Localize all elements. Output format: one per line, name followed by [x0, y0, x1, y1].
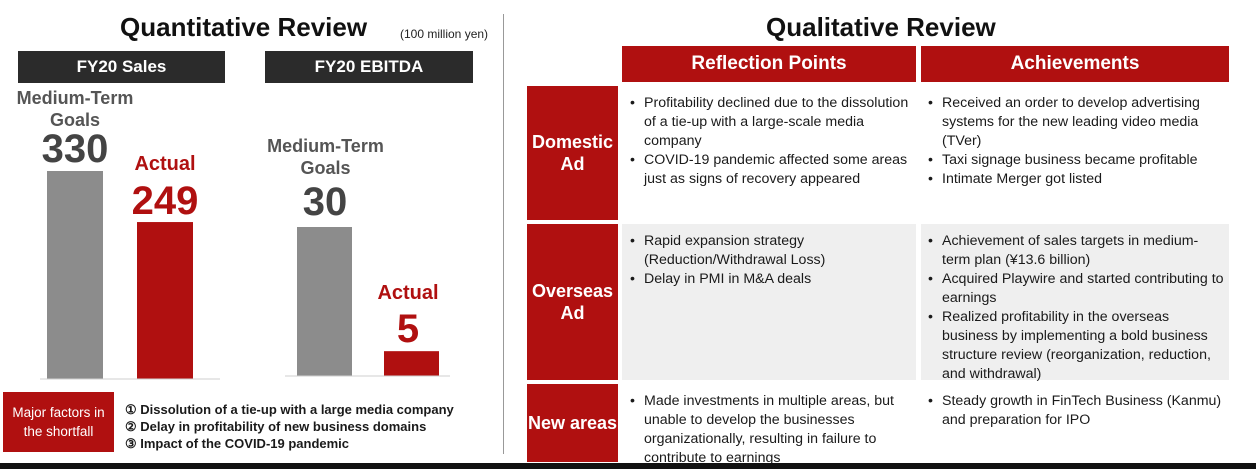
list-item: Delay in PMI in M&A deals — [628, 270, 910, 289]
col-header-reflection: Reflection Points — [622, 46, 916, 82]
list-item: Acquired Playwire and started contributi… — [926, 270, 1226, 308]
quantitative-title: Quantitative Review — [120, 12, 368, 42]
factor-item: ① Dissolution of a tie-up with a large m… — [125, 402, 454, 417]
ebitda-goal-bar — [297, 227, 352, 376]
domestic-reflection: Profitability declined due to the dissol… — [628, 94, 910, 189]
list-item: Steady growth in FinTech Business (Kanmu… — [926, 392, 1226, 430]
major-factors-label: Major factors in the shortfall — [3, 392, 114, 452]
factor-item: ② Delay in profitability of new business… — [125, 419, 427, 434]
col-header-achievements: Achievements — [921, 46, 1229, 82]
ebitda-actual-value: 5 — [396, 307, 420, 351]
major-factors-list: ① Dissolution of a tie-up with a large m… — [125, 401, 454, 452]
ebitda-actual-label: Actual — [377, 282, 439, 304]
sales-actual-bar — [137, 222, 193, 379]
newareas-reflection: Made investments in multiple areas, but … — [628, 392, 910, 468]
row-label-domestic-ad: Domestic Ad — [527, 86, 618, 220]
list-item: Rapid expansion strategy (Reduction/With… — [628, 232, 910, 270]
ebitda-goal-label: Medium-Term Goals — [267, 136, 384, 178]
overseas-achievements: Achievement of sales targets in medium-t… — [926, 232, 1226, 384]
bar-chart-area — [40, 171, 450, 380]
domestic-achievements: Received an order to develop advertising… — [926, 94, 1226, 189]
qualitative-title: Qualitative Review — [766, 12, 996, 42]
newareas-achievements: Steady growth in FinTech Business (Kanmu… — [926, 392, 1226, 430]
factor-item: ③ Impact of the COVID-19 pandemic — [125, 436, 350, 451]
section-divider — [503, 14, 504, 454]
overseas-reflection: Rapid expansion strategy (Reduction/With… — [628, 232, 910, 289]
list-item: Realized profitability in the overseas b… — [926, 308, 1226, 384]
bottom-band — [0, 463, 1256, 469]
ebitda-goal-value: 30 — [302, 180, 348, 224]
sales-goal-label: Medium-Term Goals — [16, 88, 134, 130]
ebitda-header: FY20 EBITDA — [265, 51, 473, 83]
row-label-new-areas: New areas — [527, 384, 618, 462]
list-item: Achievement of sales targets in medium-t… — [926, 232, 1226, 270]
list-item: Made investments in multiple areas, but … — [628, 392, 910, 468]
list-item: Taxi signage business became profitable — [926, 151, 1226, 170]
sales-actual-value: 249 — [131, 179, 199, 223]
list-item: Received an order to develop advertising… — [926, 94, 1226, 151]
sales-goal-bar — [47, 171, 103, 379]
list-item: Intimate Merger got listed — [926, 170, 1226, 189]
ebitda-actual-bar — [384, 351, 439, 376]
row-label-overseas-ad: Overseas Ad — [527, 224, 618, 380]
unit-note: (100 million yen) — [400, 27, 489, 41]
sales-actual-label: Actual — [134, 153, 196, 175]
list-item: Profitability declined due to the dissol… — [628, 94, 910, 151]
sales-header: FY20 Sales — [18, 51, 225, 83]
list-item: COVID-19 pandemic affected some areas ju… — [628, 151, 910, 189]
sales-goal-value: 330 — [41, 127, 109, 171]
